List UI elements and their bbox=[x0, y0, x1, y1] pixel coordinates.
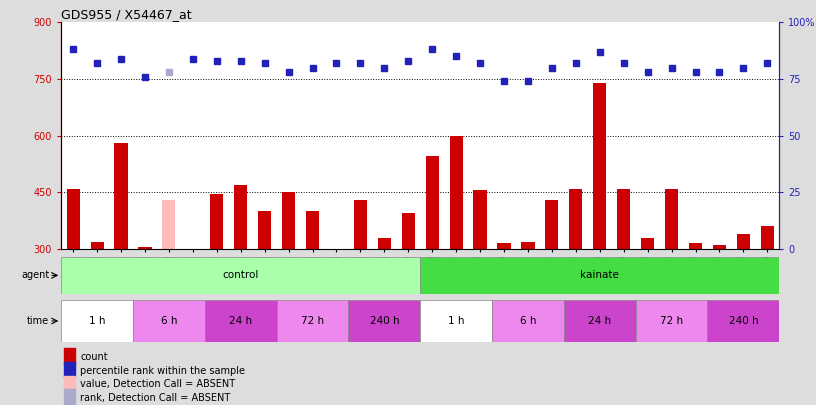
Text: 1 h: 1 h bbox=[448, 316, 464, 326]
Text: 1 h: 1 h bbox=[89, 316, 105, 326]
Bar bbox=[492, 300, 564, 342]
Bar bbox=[234, 185, 247, 249]
Bar bbox=[498, 243, 511, 249]
Bar bbox=[64, 390, 75, 405]
Bar bbox=[114, 143, 127, 249]
Text: time: time bbox=[27, 316, 49, 326]
Text: rank, Detection Call = ABSENT: rank, Detection Call = ABSENT bbox=[80, 393, 231, 403]
Bar bbox=[277, 300, 348, 342]
Text: percentile rank within the sample: percentile rank within the sample bbox=[80, 366, 246, 376]
Bar bbox=[521, 241, 534, 249]
Bar bbox=[420, 257, 779, 294]
Text: agent: agent bbox=[21, 271, 49, 280]
Text: kainate: kainate bbox=[580, 271, 619, 280]
Text: GDS955 / X54467_at: GDS955 / X54467_at bbox=[61, 8, 192, 21]
Bar bbox=[401, 213, 415, 249]
Bar bbox=[139, 247, 152, 249]
Bar bbox=[61, 300, 133, 342]
Bar bbox=[564, 300, 636, 342]
Bar bbox=[761, 226, 774, 249]
Bar bbox=[64, 348, 75, 364]
Bar bbox=[473, 190, 486, 249]
Bar bbox=[354, 200, 367, 249]
Bar bbox=[211, 194, 224, 249]
Bar bbox=[64, 376, 75, 391]
Bar bbox=[617, 189, 630, 249]
Bar bbox=[737, 234, 750, 249]
Bar bbox=[545, 200, 558, 249]
Bar bbox=[426, 156, 439, 249]
Bar bbox=[64, 362, 75, 377]
Text: 72 h: 72 h bbox=[301, 316, 324, 326]
Bar bbox=[641, 238, 654, 249]
Bar bbox=[67, 189, 80, 249]
Bar bbox=[570, 189, 583, 249]
Bar bbox=[450, 136, 463, 249]
Text: 24 h: 24 h bbox=[588, 316, 611, 326]
Bar bbox=[593, 83, 606, 249]
Text: count: count bbox=[80, 352, 108, 362]
Bar bbox=[420, 300, 492, 342]
Bar bbox=[133, 300, 205, 342]
Bar bbox=[306, 211, 319, 249]
Text: value, Detection Call = ABSENT: value, Detection Call = ABSENT bbox=[80, 379, 236, 390]
Bar bbox=[665, 189, 678, 249]
Bar bbox=[348, 300, 420, 342]
Bar bbox=[636, 300, 707, 342]
Bar bbox=[258, 211, 271, 249]
Text: 240 h: 240 h bbox=[729, 316, 758, 326]
Bar bbox=[707, 300, 779, 342]
Text: 6 h: 6 h bbox=[161, 316, 177, 326]
Text: 72 h: 72 h bbox=[660, 316, 683, 326]
Bar bbox=[162, 200, 175, 249]
Text: 24 h: 24 h bbox=[229, 316, 252, 326]
Bar bbox=[282, 192, 295, 249]
Bar bbox=[205, 300, 277, 342]
Text: 6 h: 6 h bbox=[520, 316, 536, 326]
Bar bbox=[713, 245, 726, 249]
Bar bbox=[689, 243, 702, 249]
Text: 240 h: 240 h bbox=[370, 316, 399, 326]
Bar bbox=[91, 241, 104, 249]
Bar bbox=[378, 238, 391, 249]
Bar bbox=[61, 257, 420, 294]
Text: control: control bbox=[223, 271, 259, 280]
